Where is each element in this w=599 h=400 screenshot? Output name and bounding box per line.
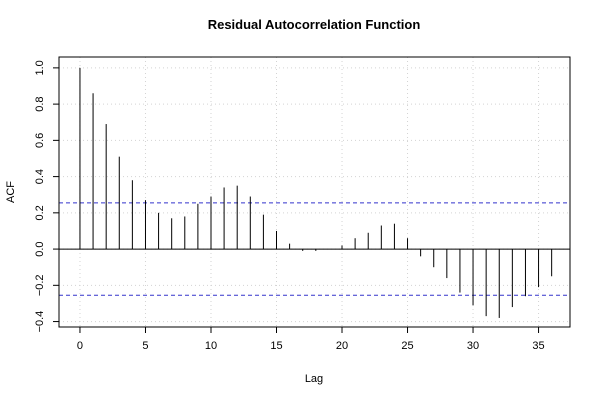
x-tick-label: 5 [142, 340, 148, 352]
x-axis-label: Lag [305, 373, 323, 385]
confidence-lines [59, 202, 570, 296]
x-tick-label: 25 [401, 340, 413, 352]
y-axis-label: ACF [5, 181, 17, 203]
y-tick-label: 0.2 [34, 205, 46, 220]
x-tick-label: 30 [467, 340, 479, 352]
y-tick-label: 0.0 [34, 241, 46, 256]
y-tick-label: 1.0 [34, 60, 46, 75]
grid-lines [59, 57, 570, 327]
x-tick-label: 35 [532, 340, 544, 352]
x-tick-label: 0 [77, 340, 83, 352]
y-tick-label: 0.8 [34, 96, 46, 111]
y-tick-label: 0.4 [34, 169, 46, 184]
chart-title: Residual Autocorrelation Function [208, 17, 421, 32]
acf-bars [79, 67, 553, 318]
y-axis: −0.4 −0.2 0.0 0.2 0.4 0.6 0.8 1.0 [34, 60, 60, 333]
x-tick-label: 15 [270, 340, 282, 352]
y-tick-label: 0.6 [34, 133, 46, 148]
y-tick-label: −0.4 [34, 311, 46, 333]
x-tick-label: 20 [336, 340, 348, 352]
x-tick-label: 10 [205, 340, 217, 352]
plot-frame [58, 56, 571, 328]
x-axis: 0 5 10 15 20 25 30 35 [77, 326, 545, 352]
y-tick-label: −0.2 [34, 274, 46, 296]
